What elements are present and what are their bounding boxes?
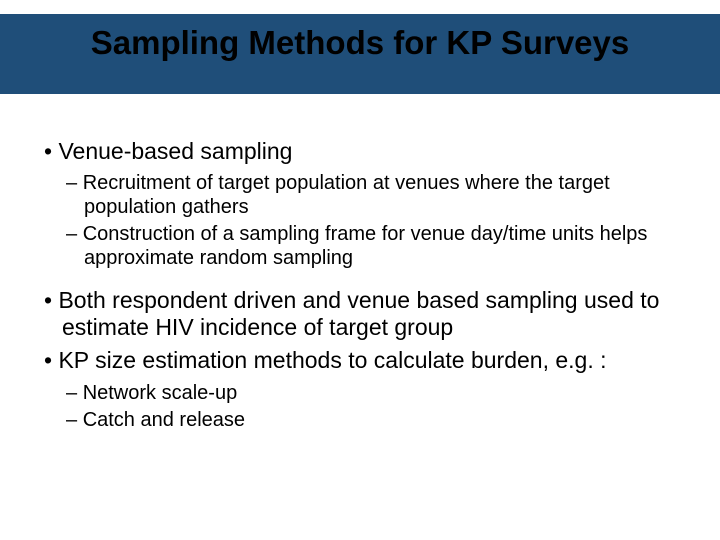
spacer [44,273,684,281]
bullet-level2: Network scale-up [44,381,684,405]
bullet-level1: KP size estimation methods to calculate … [44,347,684,374]
slide-body: Venue-based sampling Recruitment of targ… [44,132,684,435]
bullet-level2: Catch and release [44,408,684,432]
bullet-level2: Recruitment of target population at venu… [44,171,684,219]
slide: Sampling Methods for KP Surveys Venue-ba… [0,0,720,540]
bullet-level1: Both respondent driven and venue based s… [44,287,684,341]
bullet-level2: Construction of a sampling frame for ven… [44,222,684,270]
bullet-level1: Venue-based sampling [44,138,684,165]
slide-title: Sampling Methods for KP Surveys [0,24,720,62]
